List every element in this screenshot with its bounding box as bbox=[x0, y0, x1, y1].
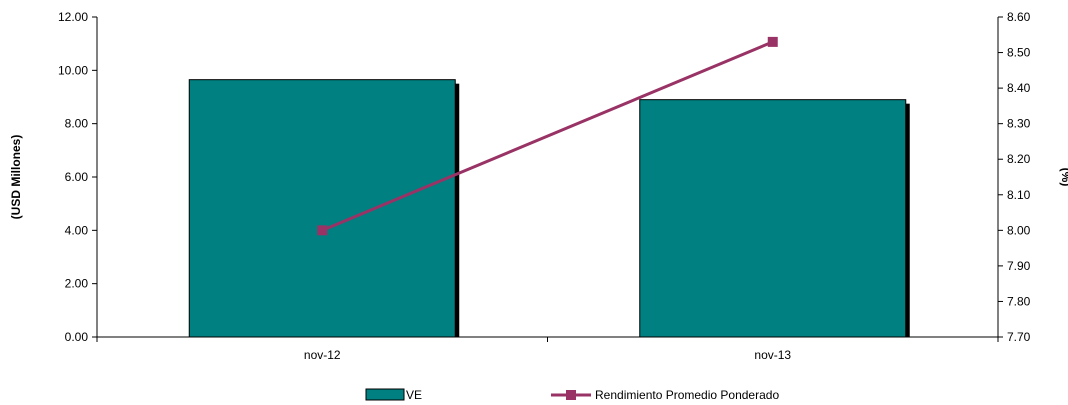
axes-layer bbox=[92, 16, 1003, 342]
bars-layer bbox=[188, 79, 910, 338]
legend-label-ve: VE bbox=[406, 388, 422, 402]
tick-labels: 0.00 2.00 4.00 6.00 8.00 10.00 12.00 7.70 7.80 7.… bbox=[58, 10, 1031, 362]
y-tick-label-0.00: 0.00 bbox=[65, 330, 89, 344]
y-axis-title: (USD Millones) bbox=[9, 135, 23, 220]
y-tick-label-2.00: 2.00 bbox=[65, 277, 89, 291]
x-tick-label-nov-12: nov-12 bbox=[304, 348, 341, 362]
y-tick-label-10.00: 10.00 bbox=[58, 63, 88, 77]
legend-label-rendimiento: Rendimiento Promedio Ponderado bbox=[595, 388, 779, 402]
y2-tick-label-8.50: 8.50 bbox=[1007, 46, 1031, 60]
legend-marker-rendimiento bbox=[566, 390, 576, 400]
y2-axis-title: (%) bbox=[1059, 168, 1068, 187]
y-tick-label-6.00: 6.00 bbox=[65, 170, 89, 184]
bar-nov-13 bbox=[639, 99, 907, 338]
line-point-nov-13 bbox=[767, 36, 778, 47]
legend: VE Rendimiento Promedio Ponderado bbox=[365, 388, 779, 402]
y2-tick-label-7.90: 7.90 bbox=[1007, 259, 1031, 273]
y2-tick-label-8.60: 8.60 bbox=[1007, 10, 1031, 24]
y2-tick-label-8.00: 8.00 bbox=[1007, 223, 1031, 237]
y2-tick-label-7.80: 7.80 bbox=[1007, 294, 1031, 308]
bar-nov-12 bbox=[188, 79, 456, 338]
line-point-nov-12 bbox=[317, 225, 328, 236]
y2-tick-label-8.30: 8.30 bbox=[1007, 117, 1031, 131]
y-tick-label-12.00: 12.00 bbox=[58, 10, 88, 24]
y-tick-label-8.00: 8.00 bbox=[65, 117, 89, 131]
line-layer bbox=[317, 36, 778, 236]
y2-tick-label-8.10: 8.10 bbox=[1007, 188, 1031, 202]
y-tick-label-4.00: 4.00 bbox=[65, 223, 89, 237]
legend-swatch-ve bbox=[365, 388, 405, 401]
x-tick-label-nov-13: nov-13 bbox=[754, 348, 791, 362]
line-rendimiento bbox=[321, 40, 774, 232]
y2-tick-label-8.20: 8.20 bbox=[1007, 152, 1031, 166]
y2-tick-label-7.70: 7.70 bbox=[1007, 330, 1031, 344]
y2-tick-label-8.40: 8.40 bbox=[1007, 81, 1031, 95]
